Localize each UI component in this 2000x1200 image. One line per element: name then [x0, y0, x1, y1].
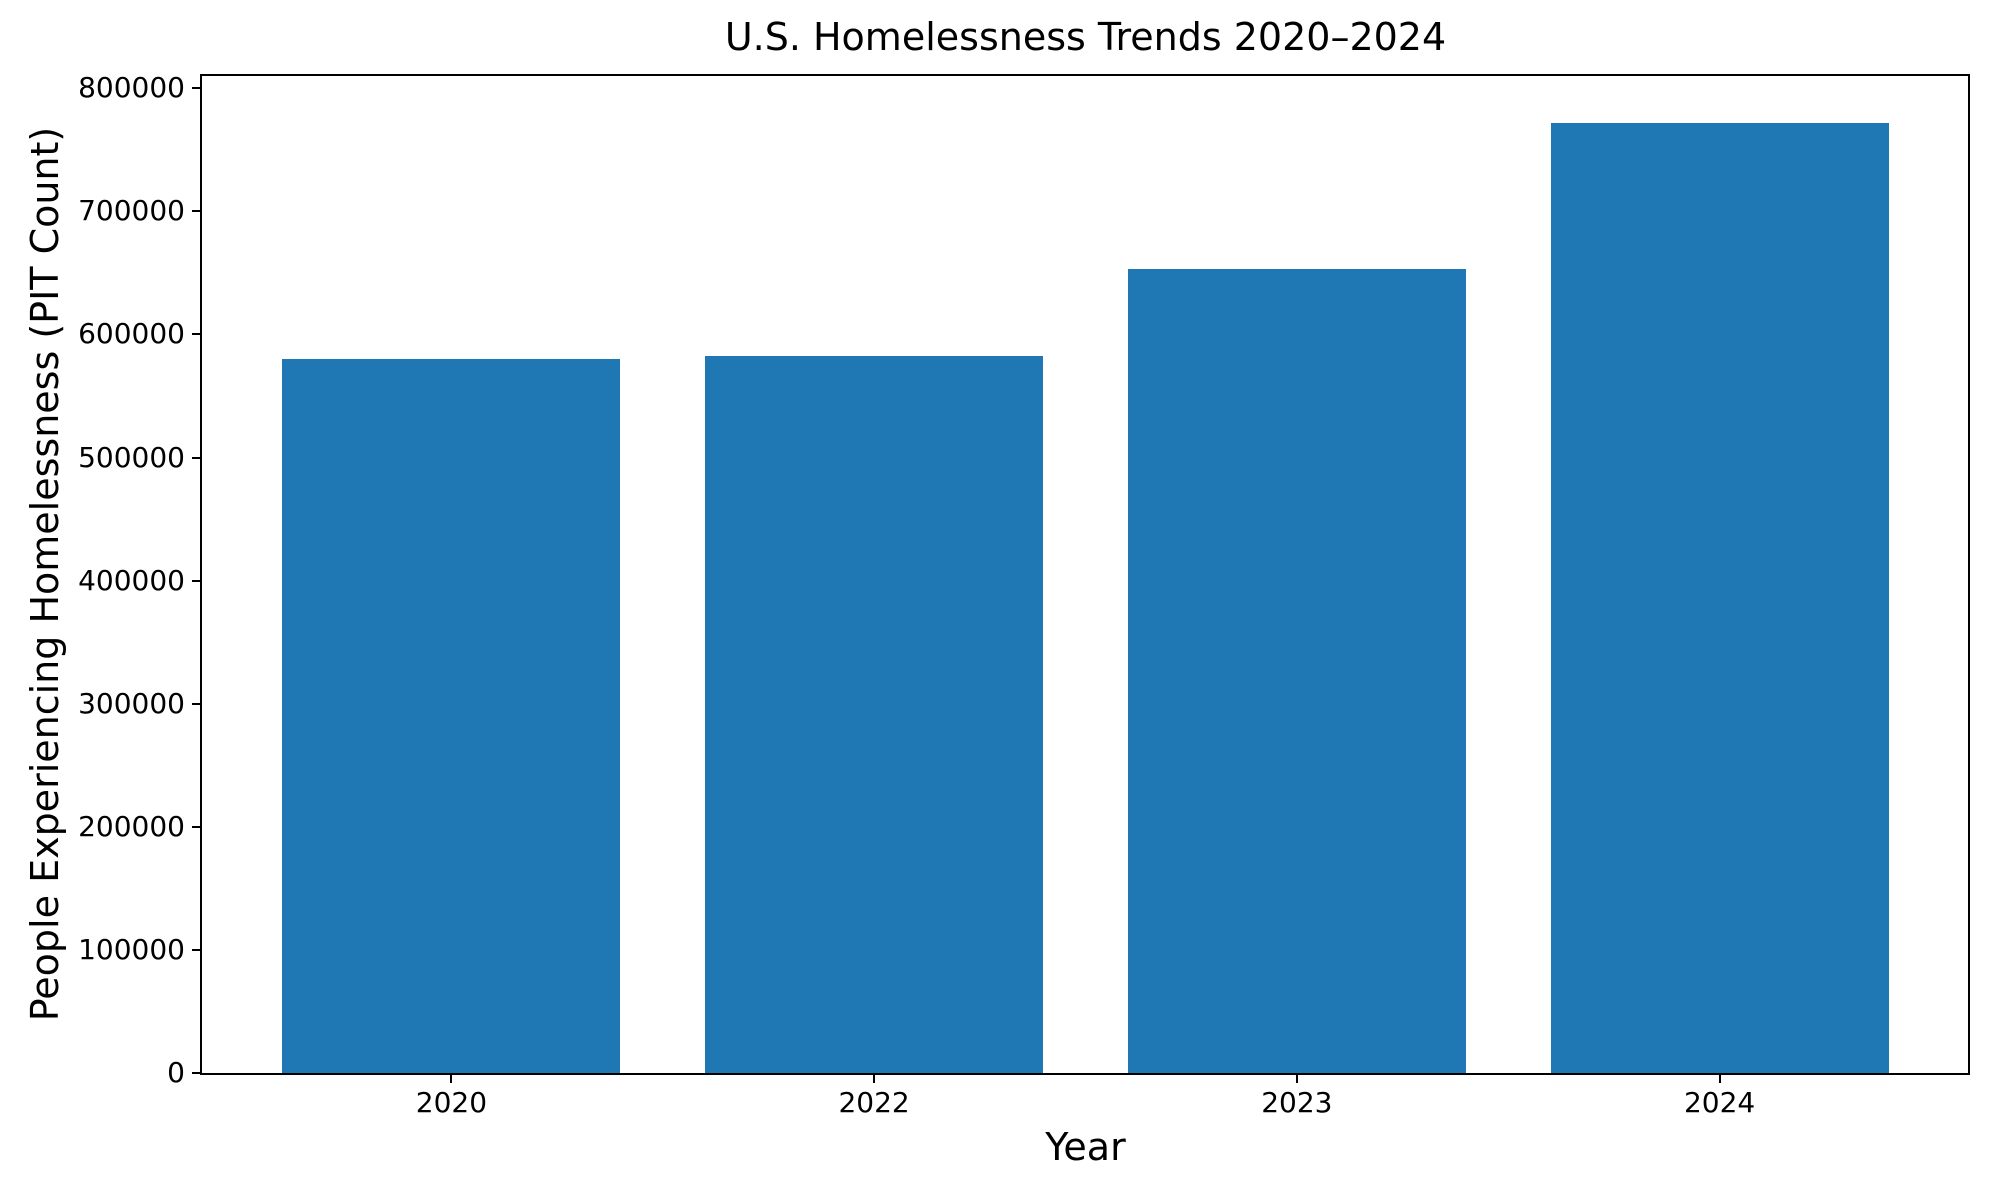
y-tick-mark [192, 948, 202, 951]
bar-2023 [1127, 269, 1466, 1073]
x-axis-label: Year [1045, 1125, 1126, 1169]
y-tick-label: 300000 [78, 686, 185, 720]
x-tick-label: 2023 [1261, 1086, 1333, 1119]
y-tick-label: 500000 [78, 440, 185, 474]
chart-title: U.S. Homelessness Trends 2020–2024 [724, 15, 1447, 59]
y-tick-label: 700000 [78, 194, 185, 228]
y-tick-mark [192, 579, 202, 582]
bar-2020 [282, 358, 621, 1073]
y-tick-mark [192, 1072, 202, 1074]
y-tick-label: 600000 [78, 317, 185, 351]
bar-2022 [705, 356, 1044, 1073]
x-tick-label: 2020 [415, 1086, 488, 1119]
x-tick-mark [873, 1073, 876, 1083]
y-tick-label: 800000 [78, 71, 185, 105]
y-tick-label: 200000 [78, 809, 185, 843]
y-tick-mark [192, 333, 202, 336]
y-tick-mark [192, 210, 202, 213]
plot-area [200, 74, 1970, 1075]
y-tick-label: 100000 [78, 932, 185, 966]
x-tick-label: 2022 [838, 1086, 910, 1119]
x-tick-mark [450, 1073, 453, 1083]
y-tick-label: 400000 [78, 563, 185, 597]
y-tick-mark [192, 456, 202, 459]
x-tick-label: 2024 [1683, 1086, 1756, 1119]
y-tick-mark [192, 702, 202, 705]
y-tick-label: 0 [167, 1056, 185, 1089]
y-tick-mark [192, 87, 202, 90]
y-tick-mark [192, 825, 202, 828]
x-tick-mark [1295, 1073, 1298, 1083]
bar-2024 [1550, 123, 1889, 1073]
x-tick-mark [1718, 1073, 1721, 1083]
